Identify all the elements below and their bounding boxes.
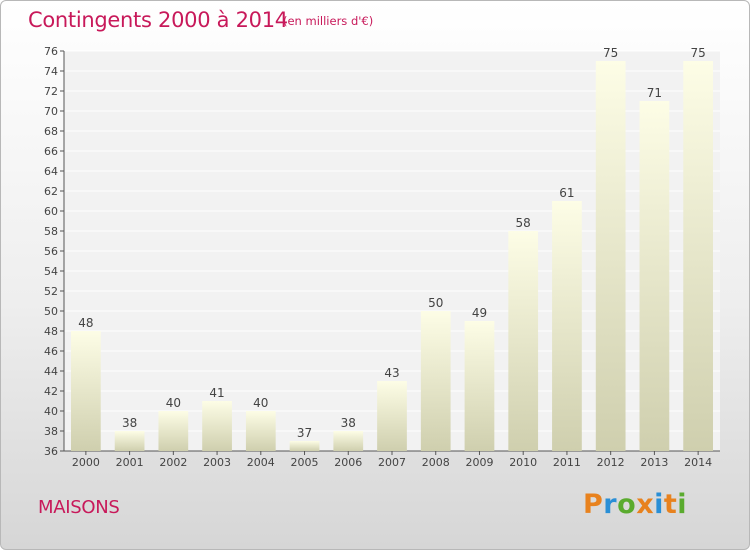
chart-title: Contingents 2000 à 2014 bbox=[28, 8, 288, 32]
x-tick-label-2010: 2010 bbox=[509, 456, 537, 469]
y-tick-label: 50 bbox=[44, 305, 58, 318]
logo-letter: r bbox=[603, 489, 618, 520]
x-tick-label-2000: 2000 bbox=[72, 456, 100, 469]
y-tick-label: 72 bbox=[44, 85, 58, 98]
logo-letter: P bbox=[583, 489, 604, 520]
bar-2014 bbox=[683, 61, 714, 451]
data-label-2010: 58 bbox=[516, 216, 531, 230]
x-tick-label-2013: 2013 bbox=[640, 456, 668, 469]
data-label-2007: 43 bbox=[384, 366, 399, 380]
axes: 36 38 40 42 44 46 48 50 52 54 56 58 60 62 64 66 68 70 72 74… bbox=[44, 45, 720, 469]
x-tick-label-2005: 2005 bbox=[291, 456, 319, 469]
y-tick-label: 54 bbox=[44, 265, 58, 278]
data-label-2008: 50 bbox=[428, 296, 443, 310]
x-tick-label-2007: 2007 bbox=[378, 456, 406, 469]
y-tick-label: 56 bbox=[44, 245, 58, 258]
x-tick-label-2006: 2006 bbox=[334, 456, 362, 469]
x-tick-label-2012: 2012 bbox=[597, 456, 625, 469]
x-tick-label-2003: 2003 bbox=[203, 456, 231, 469]
bar-2012 bbox=[595, 61, 626, 451]
x-tick-label-2014: 2014 bbox=[684, 456, 712, 469]
y-tick-label: 66 bbox=[44, 145, 58, 158]
bar-2007 bbox=[377, 381, 407, 451]
y-tick-label: 38 bbox=[44, 425, 58, 438]
y-tick-label: 52 bbox=[44, 285, 58, 298]
logo-text: Proxiti bbox=[583, 489, 687, 520]
logo-letter: i bbox=[677, 489, 688, 520]
logo-letter: x bbox=[636, 489, 655, 520]
x-tick-label-2009: 2009 bbox=[465, 456, 493, 469]
y-tick-label: 76 bbox=[44, 45, 58, 58]
bar-2008 bbox=[420, 311, 451, 451]
y-tick-label: 42 bbox=[44, 385, 58, 398]
data-label-2002: 40 bbox=[166, 396, 181, 410]
data-label-2011: 61 bbox=[559, 186, 574, 200]
y-tick-label: 64 bbox=[44, 165, 58, 178]
x-tick-label-2001: 2001 bbox=[116, 456, 144, 469]
y-tick-label: 48 bbox=[44, 325, 58, 338]
x-tick-label-2011: 2011 bbox=[553, 456, 581, 469]
y-tick-label: 74 bbox=[44, 65, 58, 78]
chart-subtitle: (en milliers d'€) bbox=[283, 14, 374, 28]
proxiti-logo[interactable]: Proxiti bbox=[583, 489, 687, 520]
bar-2004 bbox=[245, 411, 276, 451]
logo-letter: o bbox=[617, 489, 637, 520]
data-label-2005: 37 bbox=[297, 426, 312, 440]
y-tick-label: 46 bbox=[44, 345, 58, 358]
y-tick-label: 58 bbox=[44, 225, 58, 238]
bar-2011 bbox=[552, 201, 582, 451]
category-label: MAISONS bbox=[38, 497, 120, 518]
y-tick-label: 36 bbox=[44, 445, 58, 458]
data-label-2012: 75 bbox=[603, 46, 618, 60]
bar-2006 bbox=[333, 431, 364, 451]
logo-letter: i bbox=[654, 489, 664, 520]
y-tick-label: 62 bbox=[44, 185, 58, 198]
bar-2010 bbox=[508, 231, 539, 451]
bar-2013 bbox=[639, 101, 670, 451]
data-label-2003: 41 bbox=[209, 386, 224, 400]
data-label-2001: 38 bbox=[122, 416, 137, 430]
bar-2000 bbox=[70, 331, 101, 451]
data-label-2000: 48 bbox=[78, 316, 93, 330]
data-label-2014: 75 bbox=[690, 46, 705, 60]
bar-2001 bbox=[114, 431, 145, 451]
y-tick-label: 68 bbox=[44, 125, 58, 138]
y-tick-label: 44 bbox=[44, 365, 58, 378]
x-tick-label-2004: 2004 bbox=[247, 456, 275, 469]
x-tick-label-2008: 2008 bbox=[422, 456, 450, 469]
data-label-2009: 49 bbox=[472, 306, 487, 320]
y-tick-label: 70 bbox=[44, 105, 58, 118]
bar-2009 bbox=[464, 321, 495, 451]
x-tick-label-2002: 2002 bbox=[159, 456, 187, 469]
y-tick-label: 60 bbox=[44, 205, 58, 218]
data-label-2004: 40 bbox=[253, 396, 268, 410]
logo-letter: t bbox=[663, 489, 678, 520]
data-label-2013: 71 bbox=[647, 86, 662, 100]
bars: 48 38 40 41 40 37 38 43 50 49 58 61 75 71 75 bbox=[70, 46, 714, 451]
bar-2003 bbox=[202, 401, 232, 451]
bar-2002 bbox=[158, 411, 189, 451]
y-tick-label: 40 bbox=[44, 405, 58, 418]
data-label-2006: 38 bbox=[341, 416, 356, 430]
bar-2005 bbox=[289, 441, 320, 451]
